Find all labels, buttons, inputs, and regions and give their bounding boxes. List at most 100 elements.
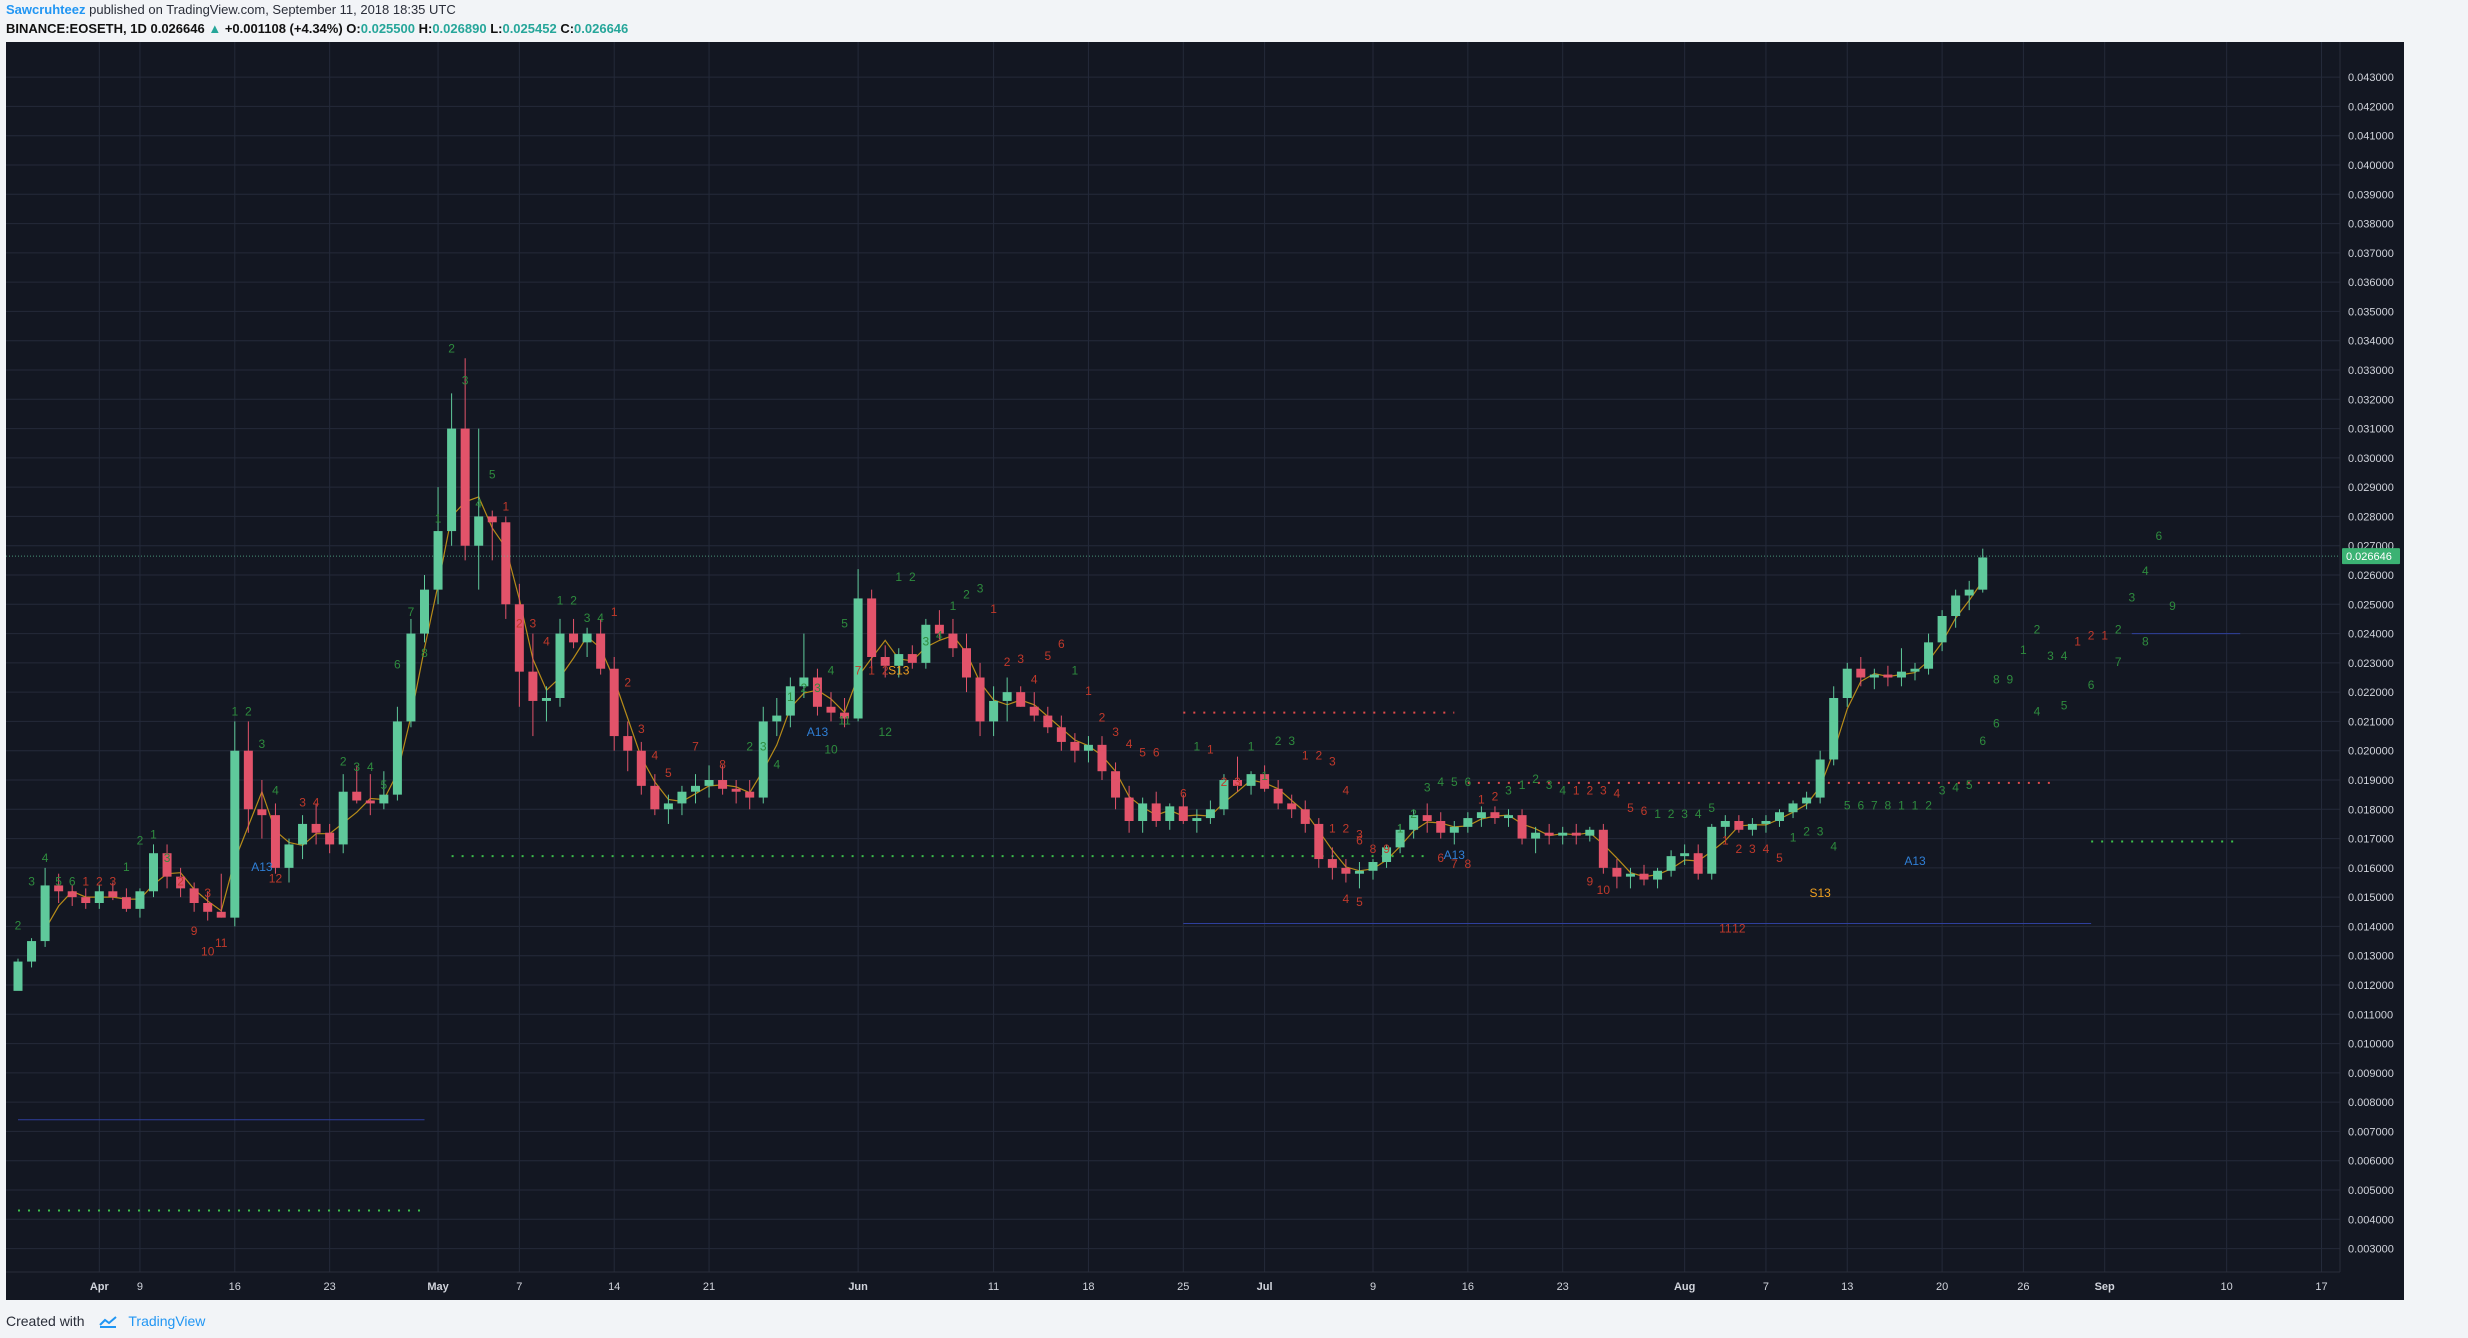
td-count-label: 3: [1329, 754, 1336, 768]
td-count-label: 1: [950, 599, 957, 613]
td-count-label: 2: [137, 833, 144, 847]
y-tick-label: 0.037000: [2348, 248, 2394, 260]
td-count-label: 1: [2020, 643, 2027, 657]
x-tick-label: 26: [2017, 1281, 2029, 1293]
td-count-label: 8: [421, 646, 428, 660]
td-count-label: 3: [923, 634, 930, 648]
td-count-label: 9: [1586, 874, 1593, 888]
candle-up: [1476, 812, 1486, 819]
td-count-label: 3: [1546, 778, 1553, 792]
td-count-label: 1: [990, 602, 997, 616]
td-count-label: 1: [1519, 778, 1526, 792]
candle-up: [474, 516, 484, 546]
candle-down: [162, 853, 172, 877]
y-tick-label: 0.039000: [2348, 189, 2394, 201]
td-count-label: 4: [1763, 842, 1770, 856]
y-tick-label: 0.006000: [2348, 1156, 2394, 1168]
td-count-label: 2: [1736, 842, 1743, 856]
published-text: published on TradingView.com, September …: [89, 2, 456, 17]
td-count-label: 1: [1261, 769, 1268, 783]
y-tick-label: 0.033000: [2348, 365, 2394, 377]
chart-area[interactable]: 2 3 4 5 6 1 2 3 1 2 1 3 2 9 10 11 3 1 2 3 4 A13 12 3 4 2 3 4 5 6 7 8 1 2 3…: [6, 42, 2404, 1300]
open-value: 0.025500: [360, 21, 415, 36]
candle-up: [785, 686, 795, 716]
last-price-tag: [2342, 548, 2400, 565]
td-count-label: A13: [1904, 854, 1926, 868]
candle-up: [1558, 832, 1568, 836]
candle-down: [1178, 806, 1188, 821]
candle-up: [1842, 668, 1852, 698]
td-count-label: 1: [868, 664, 875, 678]
candle-up: [406, 633, 416, 722]
x-tick-label: 9: [137, 1281, 143, 1293]
td-count-label: 4: [1695, 807, 1702, 821]
candle-down: [108, 891, 118, 898]
created-with-text: Created with: [6, 1313, 85, 1329]
candle-up: [758, 721, 768, 798]
td-count-label: 4: [1559, 784, 1566, 798]
td-count-label: 10: [824, 743, 838, 757]
td-count-label: 5: [1139, 746, 1146, 760]
candle-up: [13, 961, 23, 991]
change-up-icon: ▲: [208, 21, 222, 36]
td-count-label: 5: [841, 617, 848, 631]
candle-up: [894, 654, 904, 666]
candle-down: [1314, 823, 1324, 860]
y-tick-label: 0.007000: [2348, 1126, 2394, 1138]
td-count-label: 5: [1044, 649, 1051, 663]
td-count-label: 4: [1952, 781, 1959, 795]
candle-up: [1815, 759, 1825, 798]
candle-up: [799, 677, 809, 687]
td-count-label: 5: [1966, 778, 1973, 792]
td-count-label: 2: [882, 664, 889, 678]
y-tick-label: 0.017000: [2348, 834, 2394, 846]
candle-up: [1761, 821, 1771, 824]
last-price-tag-label: 0.026646: [2346, 551, 2392, 563]
close-value: 0.026646: [574, 21, 629, 36]
td-count-label: 3: [1681, 807, 1688, 821]
candle-down: [650, 785, 660, 810]
td-count-label: 1: [1248, 740, 1255, 754]
candle-down: [1043, 715, 1053, 728]
td-count-label: 2: [2115, 623, 2122, 637]
td-count-label: 3: [299, 795, 306, 809]
td-count-label: 3: [814, 681, 821, 695]
candle-up: [284, 844, 294, 868]
td-count-label: 5: [381, 778, 388, 792]
candle-up: [433, 531, 443, 590]
y-tick-label: 0.026000: [2348, 570, 2394, 582]
x-tick-label: 16: [229, 1281, 241, 1293]
tradingview-brand-link[interactable]: TradingView: [128, 1313, 206, 1329]
candle-down: [1422, 815, 1432, 821]
x-tick-label: Apr: [90, 1281, 110, 1293]
td-count-label: 11: [838, 713, 851, 727]
candle-down: [1544, 832, 1554, 836]
x-tick-label: Jun: [848, 1281, 868, 1293]
candle-down: [1436, 821, 1446, 833]
td-count-label: 1: [2074, 634, 2081, 648]
td-count-label: 3: [1939, 784, 1946, 798]
td-count-label: 7: [855, 664, 862, 678]
time-axis[interactable]: Apr 9 16 23 May 7 14 21 Jun 11 18 25 Jul 9 16 23 Aug 7 13 2…: [6, 1271, 2340, 1293]
candle-up: [1802, 797, 1812, 804]
td-count-label: 3: [110, 874, 117, 888]
dotted-levels: [18, 633, 2241, 1212]
candle-up: [677, 791, 687, 804]
author-link[interactable]: Sawcruhteez: [6, 2, 86, 17]
candle-up: [1951, 595, 1961, 616]
td-count-label: 3: [584, 611, 591, 625]
tradingview-logo-icon[interactable]: [98, 1315, 118, 1329]
candle-up: [1192, 818, 1202, 821]
y-tick-label: 0.042000: [2348, 101, 2394, 113]
candle-down: [1233, 780, 1242, 786]
candle-up: [921, 624, 931, 663]
td-count-label: 1: [1085, 684, 1092, 698]
candle-up: [27, 941, 37, 962]
x-tick-label: 17: [2315, 1281, 2327, 1293]
price-axis[interactable]: 0.003000 0.004000 0.005000 0.006000 0.007000…: [2339, 42, 2394, 1272]
td-count-label: 3: [2047, 649, 2054, 663]
td-count-label: 2: [1004, 655, 1011, 669]
td-count-label: 5: [2061, 699, 2068, 713]
low-value: 0.025452: [502, 21, 557, 36]
